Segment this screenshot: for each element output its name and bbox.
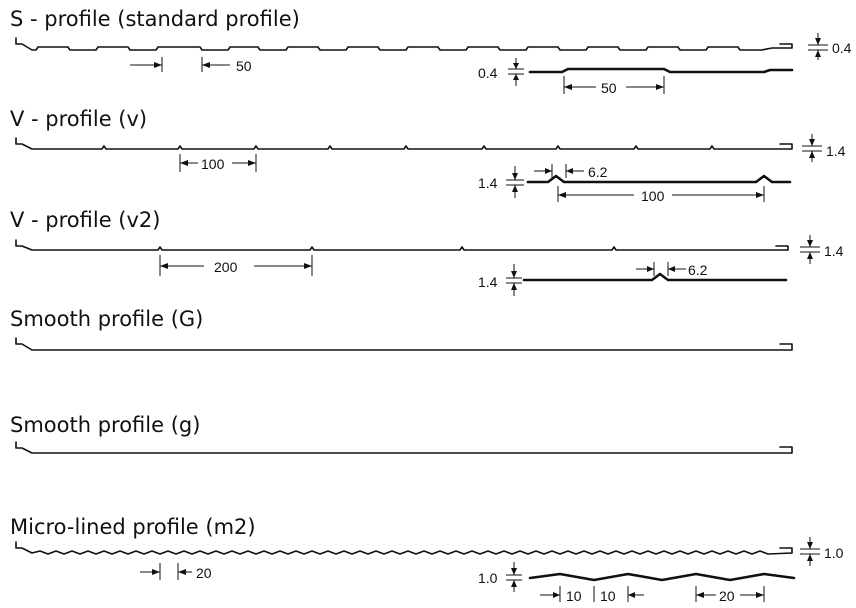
v2-detail-rib-label: 6.2: [688, 262, 708, 278]
m2-thickness-dimension: 1.0: [800, 537, 844, 566]
m2-profile: Micro-lined profile (m2) 20 1.0 1.0: [10, 515, 844, 604]
v2-profile: V - profile (v2) 200 1.4 1.4: [10, 208, 844, 296]
s-profile: S - profile (standard profile) 50 0.4 0.…: [10, 7, 852, 96]
m2-profile-sheet: [15, 541, 793, 555]
m2-pitch-dimension: 20: [140, 563, 212, 581]
v-detail-sheet: [526, 174, 792, 184]
smooth-gl-profile: Smooth profile (g): [10, 413, 793, 454]
v-pitch-label: 100: [201, 156, 225, 172]
smooth-g-profile: Smooth profile (G): [10, 307, 793, 351]
s-profile-sheet: [15, 37, 793, 51]
m2-thickness-label: 1.0: [824, 545, 844, 561]
v2-profile-sheet: [15, 239, 789, 251]
v-thickness-label: 1.4: [826, 143, 846, 159]
m2-detail-sheet: [528, 572, 796, 582]
m2-detail-seg-a-label: 10: [566, 588, 582, 604]
s-detail-sheet: [528, 67, 794, 74]
v2-thickness-label: 1.4: [824, 243, 844, 259]
v-profile: V - profile (v) 100 1.4 1.4: [10, 107, 846, 204]
v-detail-rib-label: 6.2: [588, 164, 608, 180]
m2-detail-seg-b-label: 10: [600, 588, 616, 604]
s-pitch-label: 50: [236, 58, 252, 74]
v2-thickness-dimension: 1.4: [800, 235, 844, 264]
v-detail-pitch-label: 100: [641, 188, 665, 204]
s-profile-title: S - profile (standard profile): [10, 7, 300, 31]
smooth-gl-sheet: [15, 441, 793, 454]
smooth-g-sheet: [15, 337, 793, 351]
v2-detail: 1.4 6.2: [478, 262, 788, 296]
m2-detail: 1.0 10 10 20: [478, 562, 796, 604]
v-detail-thickness-label: 1.4: [478, 175, 498, 191]
s-thickness-dimension: 0.4: [808, 33, 852, 60]
m2-pitch-label: 20: [196, 565, 212, 581]
v-profile-title: V - profile (v): [10, 107, 147, 131]
m2-profile-title: Micro-lined profile (m2): [10, 515, 256, 539]
v2-detail-sheet: [522, 272, 788, 282]
v2-profile-title: V - profile (v2): [10, 208, 160, 232]
v-pitch-dimension: 100: [179, 154, 257, 172]
v-thickness-dimension: 1.4: [802, 134, 846, 162]
s-detail-pitch-label: 50: [601, 80, 617, 96]
smooth-g-title: Smooth profile (G): [10, 307, 203, 331]
smooth-gl-title: Smooth profile (g): [10, 413, 200, 437]
m2-detail-pitch-label: 20: [719, 588, 735, 604]
v-profile-sheet: [15, 137, 793, 150]
s-thickness-label: 0.4: [832, 40, 852, 56]
s-pitch-dimension: 50: [130, 57, 252, 74]
m2-detail-thickness-label: 1.0: [478, 570, 498, 586]
v2-detail-thickness-label: 1.4: [478, 274, 498, 290]
v2-pitch-dimension: 200: [159, 255, 313, 276]
s-detail: 0.4 50: [478, 58, 794, 96]
v2-pitch-label: 200: [214, 259, 238, 275]
v-detail: 1.4 6.2 100: [478, 164, 792, 204]
s-detail-thickness-label: 0.4: [478, 65, 498, 81]
